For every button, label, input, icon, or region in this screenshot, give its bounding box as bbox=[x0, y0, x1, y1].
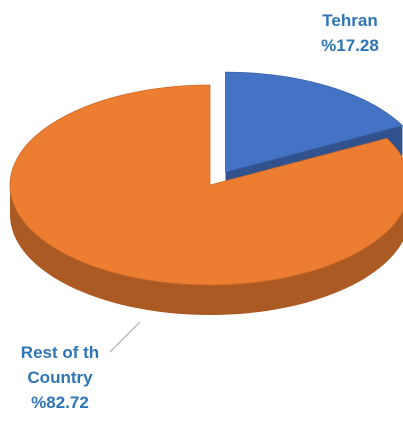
slice-side bbox=[10, 185, 403, 315]
slice-value: %82.72 bbox=[31, 393, 89, 412]
slice bbox=[225, 71, 403, 173]
leader-line bbox=[109, 321, 141, 353]
slice-label: Tehran bbox=[322, 11, 378, 30]
slice bbox=[9, 84, 403, 286]
slice-value: %17.28 bbox=[321, 36, 379, 55]
slice-label: Rest of th Country bbox=[20, 343, 100, 387]
pie-tops bbox=[9, 71, 403, 286]
